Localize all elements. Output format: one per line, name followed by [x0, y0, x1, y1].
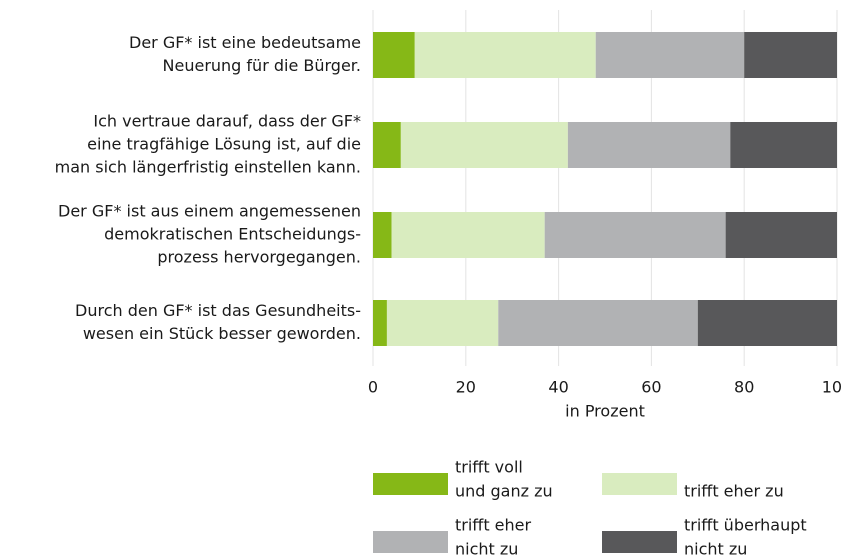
category-label: Der GF* ist eine bedeutsame [129, 33, 361, 52]
category-label: man sich längerfristig einstellen kann. [55, 158, 361, 177]
bar-segment [725, 212, 837, 258]
category-label: eine tragfähige Lösung ist, auf die [87, 135, 361, 154]
bar-segment [391, 212, 545, 258]
legend-swatch [373, 473, 448, 495]
x-tick-label: 100 [822, 378, 842, 397]
category-label: Neuerung für die Bürger. [163, 56, 361, 75]
category-label: prozess hervorgegangen. [157, 248, 361, 267]
bar-segment [373, 212, 392, 258]
x-tick-label: 40 [548, 378, 568, 397]
legend-swatch [602, 531, 677, 553]
bar-segment [744, 32, 837, 78]
category-label: Der GF* ist aus einem angemessenen [58, 202, 361, 221]
legend-label: trifft eher zu [684, 482, 784, 501]
legend-label: nicht zu [684, 540, 747, 556]
bar-segment [373, 300, 387, 346]
legend-swatch [373, 531, 448, 553]
bar-segment [498, 300, 698, 346]
category-label: demokratischen Entscheidungs- [104, 225, 361, 244]
category-label: wesen ein Stück besser geworden. [83, 324, 361, 343]
x-tick-label: 20 [456, 378, 476, 397]
legend-swatch [602, 473, 677, 495]
category-label: Ich vertraue darauf, dass der GF* [93, 112, 361, 131]
bar-segment [567, 122, 731, 168]
legend-label: nicht zu [455, 540, 518, 556]
legend-label: trifft überhaupt [684, 516, 807, 535]
legend-label: und ganz zu [455, 482, 553, 501]
legend-label: trifft voll [455, 458, 523, 477]
bar-segment [373, 122, 401, 168]
bar-segment [697, 300, 837, 346]
bar-segment [544, 212, 726, 258]
category-label: Durch den GF* ist das Gesundheits- [75, 301, 361, 320]
bar-segment [595, 32, 745, 78]
legend-label: trifft eher [455, 516, 532, 535]
bar-segment [373, 32, 415, 78]
bar-segment [730, 122, 837, 168]
x-tick-label: 0 [368, 378, 378, 397]
bar-segment [414, 32, 596, 78]
bar-segment [386, 300, 499, 346]
x-tick-label: 60 [641, 378, 661, 397]
x-tick-label: 80 [734, 378, 754, 397]
x-axis-label: in Prozent [565, 402, 645, 421]
bar-segment [400, 122, 568, 168]
